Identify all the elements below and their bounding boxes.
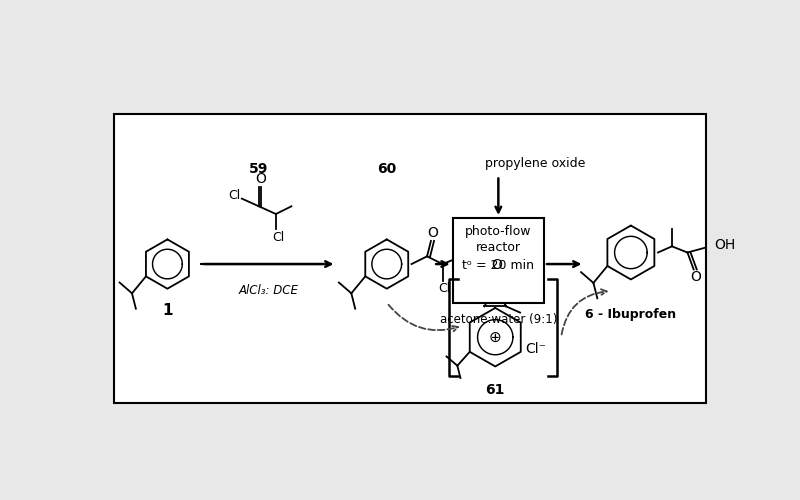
Text: 60: 60 — [377, 162, 396, 176]
Text: 61: 61 — [486, 382, 505, 396]
Text: tᵒ = 20 min: tᵒ = 20 min — [462, 259, 534, 272]
Text: Cl: Cl — [438, 282, 450, 295]
Text: propylene oxide: propylene oxide — [486, 158, 586, 170]
Text: AlCl₃: DCE: AlCl₃: DCE — [239, 284, 299, 298]
Bar — [114, 114, 706, 403]
Text: reactor: reactor — [476, 240, 521, 254]
Text: acetone:water (9:1): acetone:water (9:1) — [440, 313, 557, 326]
Text: O: O — [491, 258, 502, 272]
Text: ⊕: ⊕ — [489, 330, 502, 344]
Text: photo-flow: photo-flow — [465, 225, 532, 238]
Text: Cl⁻: Cl⁻ — [525, 342, 546, 356]
Text: 1: 1 — [162, 302, 173, 318]
Text: 59: 59 — [249, 162, 269, 176]
Text: Cl: Cl — [272, 230, 284, 243]
Bar — [453, 218, 544, 302]
Text: 6 - Ibuprofen: 6 - Ibuprofen — [586, 308, 677, 320]
Text: O: O — [690, 270, 701, 284]
Text: O: O — [255, 172, 266, 185]
Text: Cl: Cl — [228, 189, 240, 202]
Text: O: O — [427, 226, 438, 240]
Text: OH: OH — [714, 238, 735, 252]
